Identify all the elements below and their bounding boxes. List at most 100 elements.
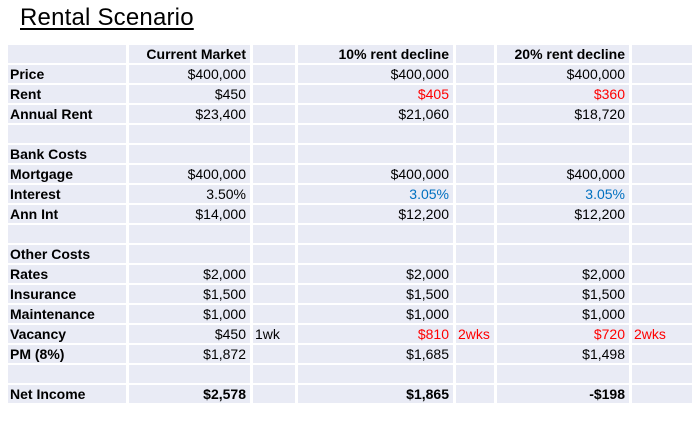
page-title: Rental Scenario — [20, 4, 194, 31]
note-cell — [253, 225, 295, 243]
table-row: PM (8%) $1,872 $1,685 $1,498 — [8, 345, 692, 363]
note-cell — [456, 105, 494, 123]
value-cell — [497, 145, 629, 163]
note-cell — [632, 345, 692, 363]
value-cell: $720 — [497, 325, 629, 343]
note-cell — [253, 365, 295, 383]
note-cell — [632, 265, 692, 283]
column-header: 10% rent decline — [298, 45, 453, 63]
table-row: Net Income $2,578 $1,865 -$198 — [8, 385, 692, 403]
note-cell — [632, 165, 692, 183]
note-cell — [253, 345, 295, 363]
row-label-cell — [8, 365, 126, 383]
note-cell — [253, 285, 295, 303]
table-body: Current Market 10% rent decline 20% rent d… — [8, 45, 692, 403]
value-cell: $1,872 — [129, 345, 250, 363]
note-cell — [253, 105, 295, 123]
note-cell — [253, 125, 295, 143]
note-cell — [253, 145, 295, 163]
value-cell: $12,200 — [298, 205, 453, 223]
value-cell: $400,000 — [129, 65, 250, 83]
note-cell — [456, 305, 494, 323]
row-label-cell: Other Costs — [8, 245, 126, 263]
value-cell: $450 — [129, 85, 250, 103]
note-cell — [456, 365, 494, 383]
table-row: Other Costs — [8, 245, 692, 263]
row-label-cell: Interest — [8, 185, 126, 203]
note-cell — [632, 365, 692, 383]
column-header: Current Market — [129, 45, 250, 63]
note-cell — [456, 145, 494, 163]
table-row: Vacancy $450 1wk $810 2wks $720 2wks — [8, 325, 692, 343]
value-cell: $2,000 — [129, 265, 250, 283]
note-cell: 2wks — [632, 325, 692, 343]
note-cell — [456, 165, 494, 183]
note-cell — [632, 245, 692, 263]
value-cell: $1,498 — [497, 345, 629, 363]
note-cell — [632, 145, 692, 163]
value-cell: $450 — [129, 325, 250, 343]
value-cell: $1,000 — [129, 305, 250, 323]
value-cell — [497, 225, 629, 243]
row-label-cell: Net Income — [8, 385, 126, 403]
note-cell — [456, 265, 494, 283]
value-cell: $1,000 — [497, 305, 629, 323]
note-cell — [456, 85, 494, 103]
note-cell — [456, 345, 494, 363]
header-row: Current Market 10% rent decline 20% rent d… — [8, 45, 692, 63]
value-cell: $1,000 — [298, 305, 453, 323]
note-cell — [456, 65, 494, 83]
note-cell — [253, 165, 295, 183]
value-cell — [129, 365, 250, 383]
note-cell — [632, 105, 692, 123]
column-header: 20% rent decline — [497, 45, 629, 63]
header-spacer-cell — [632, 45, 692, 63]
note-cell — [253, 65, 295, 83]
table-row — [8, 225, 692, 243]
value-cell: $400,000 — [497, 65, 629, 83]
value-cell — [298, 145, 453, 163]
row-label-cell — [8, 225, 126, 243]
value-cell — [298, 125, 453, 143]
value-cell: $18,720 — [497, 105, 629, 123]
value-cell: $2,000 — [497, 265, 629, 283]
note-cell — [632, 125, 692, 143]
note-cell — [253, 85, 295, 103]
value-cell: 3.50% — [129, 185, 250, 203]
value-cell — [129, 125, 250, 143]
table-row: Price $400,000 $400,000 $400,000 — [8, 65, 692, 83]
value-cell: $1,500 — [298, 285, 453, 303]
note-cell — [253, 385, 295, 403]
rental-scenario-table: Current Market 10% rent decline 20% rent d… — [5, 43, 695, 405]
table-row: Interest 3.50% 3.05% 3.05% — [8, 185, 692, 203]
row-label-cell — [8, 125, 126, 143]
note-cell — [253, 205, 295, 223]
row-label-cell: Annual Rent — [8, 105, 126, 123]
note-cell — [632, 185, 692, 203]
value-cell: $400,000 — [497, 165, 629, 183]
note-cell — [456, 225, 494, 243]
note-cell — [253, 265, 295, 283]
note-cell — [632, 65, 692, 83]
value-cell — [497, 365, 629, 383]
note-cell — [632, 385, 692, 403]
row-label-cell: Price — [8, 65, 126, 83]
row-label-cell: Mortgage — [8, 165, 126, 183]
row-label-cell: Vacancy — [8, 325, 126, 343]
header-spacer-cell — [8, 45, 126, 63]
header-spacer-cell — [456, 45, 494, 63]
value-cell: 3.05% — [497, 185, 629, 203]
value-cell: $23,400 — [129, 105, 250, 123]
note-cell — [632, 305, 692, 323]
value-cell: $21,060 — [298, 105, 453, 123]
value-cell: $12,200 — [497, 205, 629, 223]
value-cell: 3.05% — [298, 185, 453, 203]
note-cell: 2wks — [456, 325, 494, 343]
note-cell — [456, 125, 494, 143]
table-row: Annual Rent $23,400 $21,060 $18,720 — [8, 105, 692, 123]
value-cell: $1,685 — [298, 345, 453, 363]
value-cell: $2,578 — [129, 385, 250, 403]
row-label-cell: Insurance — [8, 285, 126, 303]
note-cell — [456, 285, 494, 303]
value-cell: $2,000 — [298, 265, 453, 283]
